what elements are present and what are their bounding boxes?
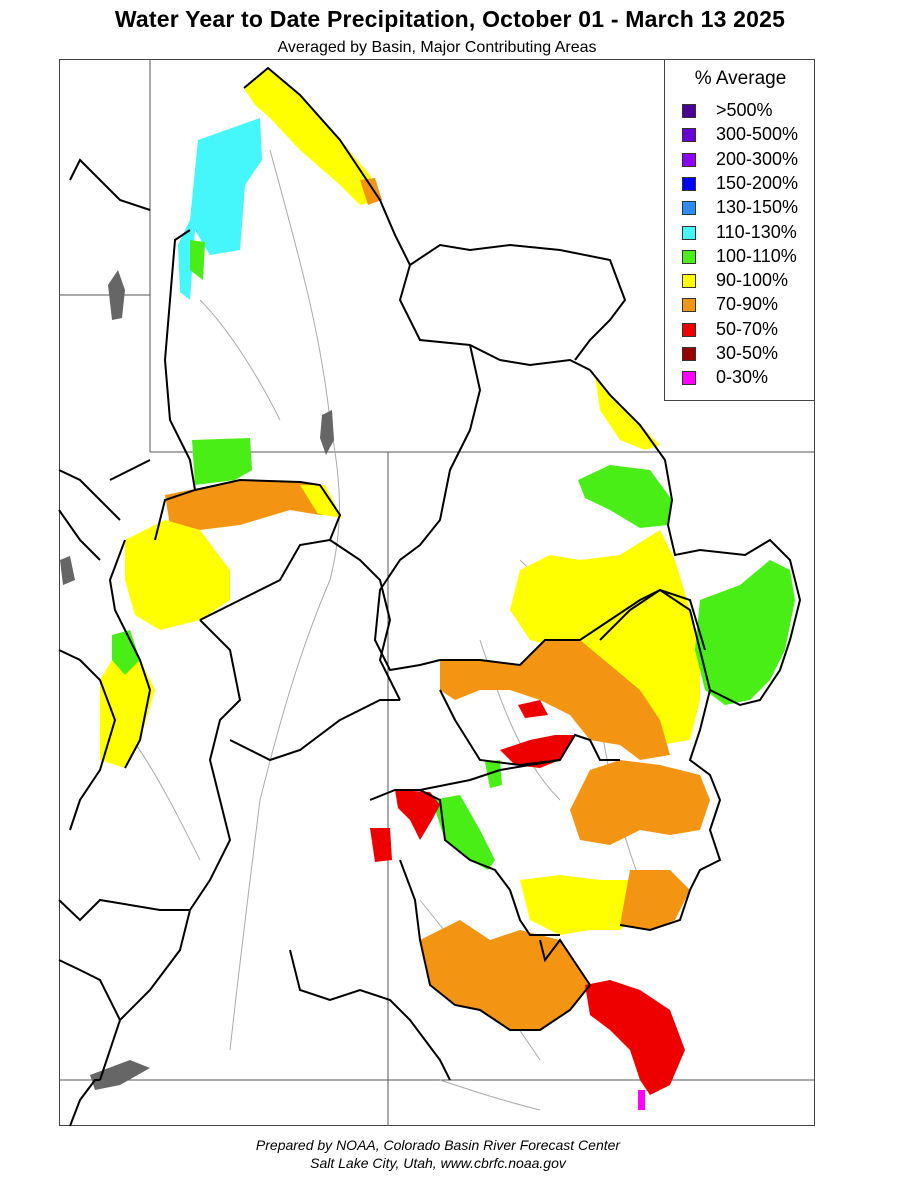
basin-south-arizona — [289, 949, 451, 1081]
legend-swatch — [682, 104, 696, 118]
state-lines — [59, 59, 815, 1126]
legend-swatch — [682, 347, 696, 361]
legend-swatch — [682, 249, 696, 264]
legend-label: 30-50% — [716, 343, 779, 363]
fill-green-band — [192, 438, 252, 485]
legend-swatch — [682, 176, 696, 191]
legend-swatch — [682, 225, 696, 240]
basin-san-juan — [369, 759, 561, 801]
fill-orange-east-central — [570, 760, 710, 845]
legend-label: 90-100% — [716, 270, 789, 291]
fill-orange-band — [165, 480, 340, 530]
basin-boundaries — [58, 66, 802, 1127]
fill-red-central-small — [518, 700, 548, 718]
basin-west-mid — [58, 469, 121, 521]
river-2 — [229, 579, 331, 1051]
river-9 — [439, 1079, 541, 1111]
river-5 — [199, 299, 281, 421]
basin-lower-west — [58, 649, 117, 831]
map-subtitle: Averaged by Basin, Major Contributing Ar… — [277, 39, 597, 56]
footer: Prepared by NOAA, Colorado Basin River F… — [0, 1136, 876, 1172]
fill-yellow-north — [244, 68, 380, 205]
basin-idaho-upper — [69, 158, 151, 211]
basin-wy-north — [109, 459, 151, 481]
basin-gunnison-inner — [599, 588, 706, 651]
legend-label: 50-70% — [716, 318, 779, 339]
lake-flaming-gorge — [320, 410, 334, 455]
fill-orange-south-east — [620, 870, 690, 930]
fill-red-west-2 — [395, 790, 440, 840]
basin-upper-green — [243, 66, 591, 371]
legend-label: 300-500% — [716, 124, 799, 145]
basin-southwest-1 — [58, 898, 190, 922]
lake-powell — [90, 1060, 150, 1090]
legend-swatch — [682, 371, 696, 386]
legend-label: 110-130% — [716, 221, 797, 242]
fill-red-southeast — [585, 980, 685, 1095]
legend-swatch — [682, 128, 696, 143]
basin-white — [329, 539, 401, 701]
fill-green-small-2 — [485, 760, 502, 788]
fill-magenta-southeast — [638, 1090, 645, 1110]
basin-san-juan-north — [419, 789, 560, 936]
basin-gunnison — [440, 588, 722, 932]
legend: % Average >500% 300-500% 200-300% 150-200% 1… — [664, 59, 815, 401]
map-title: Water Year to Date Precipitation, Octobe… — [114, 6, 786, 32]
legend-label: 100-110% — [716, 245, 797, 266]
footer-line-2: Salt Lake City, Utah, www.cbrfc.noaa.gov — [310, 1155, 566, 1171]
legend-label: 70-90% — [716, 294, 779, 315]
legend-title: % Average — [694, 68, 787, 89]
fill-cyan-north — [178, 118, 262, 300]
fill-green-east — [695, 560, 795, 705]
lake-great-salt — [108, 270, 125, 320]
fill-green-west — [112, 630, 140, 675]
basin-upper-colorado-east — [589, 369, 802, 707]
fill-green-north-small — [190, 240, 205, 280]
lakes — [60, 270, 334, 1090]
fill-green-east-upper — [578, 465, 672, 528]
basin-lower-utah — [99, 619, 242, 1081]
fill-yellow-central — [510, 530, 700, 745]
fill-green-southwest — [432, 795, 495, 870]
basin-colorado-main — [373, 344, 482, 672]
legend-label: >500% — [716, 100, 773, 120]
fill-orange-south — [420, 920, 590, 1030]
lake-utah — [60, 556, 75, 585]
basin-duchesne — [108, 539, 152, 769]
basin-yampa — [194, 478, 342, 621]
legend-swatch — [682, 152, 696, 167]
legend-swatch — [682, 298, 696, 313]
fill-orange-central — [440, 640, 670, 760]
fill-orange-north — [360, 178, 382, 205]
basin-wind-east — [409, 243, 627, 361]
basin-west-mid-2 — [58, 509, 101, 561]
legend-label: 130-150% — [716, 197, 799, 218]
basin-green-west — [154, 229, 197, 541]
legend-label: 150-200% — [716, 172, 799, 193]
legend-label: 200-300% — [716, 148, 799, 169]
fill-yellow-west — [125, 520, 230, 630]
basin-animas — [539, 938, 591, 986]
fill-yellow-band — [300, 485, 342, 518]
basin-lower-utah-2 — [229, 699, 400, 762]
basin-southwest-2 — [58, 959, 121, 1021]
river-1 — [269, 149, 340, 581]
precip-fills — [100, 68, 795, 1110]
footer-line-1: Prepared by NOAA, Colorado Basin River F… — [255, 1137, 621, 1153]
fill-yellow-south — [520, 875, 640, 935]
fill-yellow-west-2 — [100, 650, 155, 768]
fill-red-west — [370, 828, 392, 862]
legend-swatch — [682, 322, 696, 337]
basin-san-juan-south — [399, 859, 591, 1031]
legend-swatch — [682, 201, 696, 216]
legend-swatch — [682, 274, 696, 289]
legend-label: 0-30% — [716, 367, 769, 388]
basin-far-sw — [69, 1079, 100, 1127]
